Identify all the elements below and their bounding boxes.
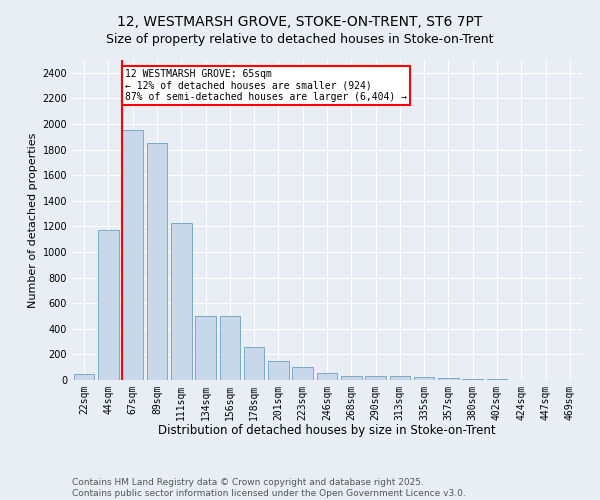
Bar [98, 230, 119, 380]
Text: Size of property relative to detached houses in Stoke-on-Trent: Size of property relative to detached ho… [106, 32, 494, 46]
X-axis label: Distribution of detached houses by size in Stoke-on-Trent: Distribution of detached houses by size … [158, 424, 496, 438]
Bar [292, 367, 313, 380]
Y-axis label: Number of detached properties: Number of detached properties [28, 132, 38, 308]
Bar [463, 379, 483, 380]
Bar [220, 316, 240, 380]
Bar [244, 346, 265, 380]
Bar [74, 374, 94, 380]
Bar [365, 376, 386, 380]
Bar [414, 377, 434, 380]
Bar [122, 130, 143, 380]
Text: 12 WESTMARSH GROVE: 65sqm
← 12% of detached houses are smaller (924)
87% of semi: 12 WESTMARSH GROVE: 65sqm ← 12% of detac… [125, 69, 407, 102]
Text: 12, WESTMARSH GROVE, STOKE-ON-TRENT, ST6 7PT: 12, WESTMARSH GROVE, STOKE-ON-TRENT, ST6… [118, 15, 482, 29]
Bar [389, 376, 410, 380]
Bar [268, 361, 289, 380]
Bar [171, 223, 191, 380]
Bar [438, 378, 459, 380]
Bar [317, 373, 337, 380]
Text: Contains HM Land Registry data © Crown copyright and database right 2025.
Contai: Contains HM Land Registry data © Crown c… [72, 478, 466, 498]
Bar [195, 316, 216, 380]
Bar [341, 376, 362, 380]
Bar [146, 143, 167, 380]
